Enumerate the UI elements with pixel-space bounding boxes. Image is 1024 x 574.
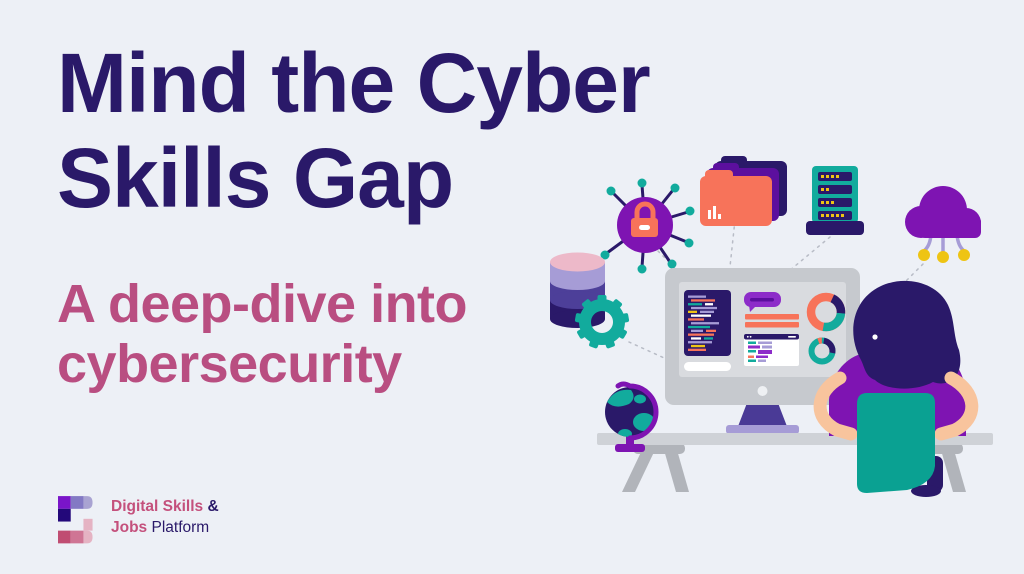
donut-chart-large (806, 292, 846, 332)
cloud-network-icon (905, 186, 981, 263)
monitor-button (757, 386, 768, 396)
logo-platform: Platform (151, 519, 210, 536)
page-title: Mind the Cyber Skills Gap (57, 36, 651, 226)
globe-icon (605, 381, 659, 452)
donut-chart-small (808, 337, 836, 365)
gear-icon (574, 295, 630, 349)
subtitle-line-1: A deep-dive into (57, 274, 468, 334)
cybersecurity-illustration (550, 156, 993, 497)
title-line-2: Skills Gap (57, 131, 454, 225)
server-rack-icon (806, 166, 864, 235)
subtitle-line-2: cybersecurity (57, 334, 402, 394)
page-subtitle: A deep-dive into cybersecurity (57, 274, 468, 394)
logo-text: Digital Skills & Jobs Platform (111, 496, 219, 538)
logo-ampersand: & (207, 498, 219, 515)
foot (911, 485, 941, 497)
folder-stack-icon (700, 156, 787, 226)
logo-line-2: Jobs Platform (111, 517, 219, 538)
logo-digital-skills: Digital Skills (111, 498, 204, 515)
woman-illustration (813, 280, 979, 497)
logo-line-1: Digital Skills & (111, 496, 219, 517)
progress-bars (745, 314, 799, 328)
chair (857, 393, 935, 493)
monitor-icon (665, 268, 860, 434)
monitor-stand-base (726, 425, 799, 434)
logo-mark-icon (58, 496, 93, 544)
monitor-stand-neck (737, 403, 788, 429)
logo-jobs: Jobs (111, 519, 148, 536)
hair (853, 280, 961, 389)
title-line-1: Mind the Cyber (57, 36, 651, 130)
code-panel-icon (684, 290, 731, 371)
browser-window-icon (744, 334, 799, 366)
virus-malware-lock-icon (600, 178, 695, 274)
arms (813, 371, 979, 441)
digital-skills-jobs-platform-logo: Digital Skills & Jobs Platform (58, 486, 219, 548)
chat-bubble-icon (744, 292, 781, 312)
earring (872, 334, 878, 340)
